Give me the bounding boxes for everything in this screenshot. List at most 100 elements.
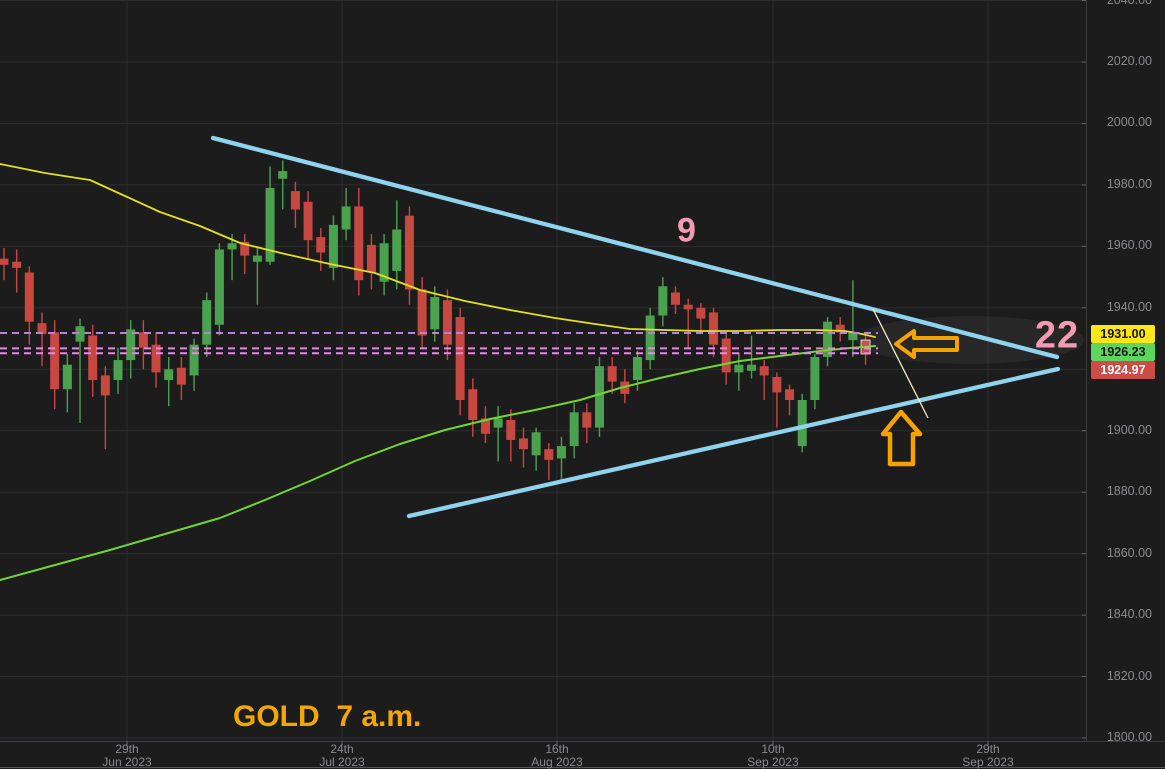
- candle-down[interactable]: [176, 367, 186, 385]
- upper-trendline[interactable]: [210, 135, 1060, 360]
- candle-up[interactable]: [252, 255, 262, 262]
- candle-down[interactable]: [785, 389, 795, 401]
- candle-down[interactable]: [518, 438, 528, 450]
- wave-label-22[interactable]: 22: [1034, 314, 1080, 357]
- candle-up[interactable]: [747, 364, 757, 371]
- candle-up[interactable]: [189, 344, 199, 376]
- candle-down[interactable]: [506, 419, 516, 440]
- projection-line[interactable]: [872, 308, 929, 419]
- candle-down[interactable]: [24, 272, 34, 322]
- green-ma-line[interactable]: [0, 345, 876, 581]
- candle-down[interactable]: [468, 389, 478, 420]
- candle-down[interactable]: [316, 237, 326, 253]
- price-tick-label: 1940.00: [1106, 299, 1152, 314]
- price-chip-last: 1924.97: [1091, 361, 1155, 379]
- left-arrow-icon[interactable]: [894, 329, 959, 359]
- price-tick-label: 2000.00: [1106, 115, 1152, 130]
- price-tick-label: 1880.00: [1106, 484, 1152, 499]
- candle-down[interactable]: [696, 307, 706, 319]
- candle-up[interactable]: [278, 171, 288, 179]
- price-tick-label: 2020.00: [1106, 54, 1152, 68]
- candle-up[interactable]: [75, 326, 85, 342]
- candle-down[interactable]: [544, 449, 554, 460]
- chart-caption[interactable]: GOLD 7 a.m. Thursday: [233, 604, 421, 769]
- candle-up[interactable]: [341, 206, 351, 230]
- candle-up[interactable]: [594, 366, 604, 428]
- candle-down[interactable]: [582, 412, 592, 428]
- yellow-ma-line[interactable]: [0, 163, 876, 338]
- price-tick-label: 2040.00: [1107, 0, 1152, 7]
- candle-down[interactable]: [88, 335, 98, 381]
- candle-down[interactable]: [683, 304, 693, 310]
- candle-up[interactable]: [531, 432, 541, 456]
- price-tick-label: 1860.00: [1106, 545, 1152, 560]
- candle-up[interactable]: [493, 418, 503, 428]
- candle-up[interactable]: [227, 243, 237, 250]
- candle-down[interactable]: [0, 258, 9, 265]
- time-tick-label: 24th Jul 2023: [319, 742, 365, 769]
- lower-trendline[interactable]: [406, 366, 1061, 519]
- candle-up[interactable]: [164, 369, 174, 381]
- time-tick-label: 16th Aug 2023: [531, 742, 583, 769]
- candle-down[interactable]: [138, 332, 148, 348]
- price-tick-label: 1980.00: [1106, 176, 1152, 191]
- candle-down[interactable]: [442, 300, 452, 345]
- candle-up[interactable]: [379, 243, 389, 282]
- candle-down[interactable]: [50, 332, 60, 390]
- price-chip-yellow-ma: 1931.00: [1091, 325, 1155, 343]
- candle-up[interactable]: [556, 446, 566, 459]
- candle-down[interactable]: [354, 206, 364, 281]
- candle-down[interactable]: [404, 215, 414, 290]
- candle-up[interactable]: [126, 329, 136, 361]
- candle-up[interactable]: [810, 356, 820, 401]
- candle-down[interactable]: [37, 323, 47, 334]
- candle-down[interactable]: [759, 366, 769, 376]
- candle-down[interactable]: [772, 376, 782, 393]
- candle-down[interactable]: [721, 338, 731, 373]
- candle-up[interactable]: [430, 297, 440, 330]
- price-tick-label: 1900.00: [1106, 422, 1152, 437]
- time-tick-label: 29th Sep 2023: [962, 742, 1014, 769]
- candle-down[interactable]: [671, 292, 681, 305]
- candle-down[interactable]: [12, 261, 22, 268]
- price-scale[interactable]: 2040.00 2020.00 2000.00 1980.00 1960.00 1940.…: [1086, 0, 1165, 744]
- candle-up[interactable]: [392, 229, 402, 271]
- candle-up[interactable]: [265, 187, 275, 262]
- candle-down[interactable]: [366, 244, 376, 273]
- candle-up[interactable]: [202, 300, 212, 345]
- candle-down[interactable]: [303, 201, 313, 241]
- candle-down[interactable]: [290, 191, 300, 210]
- candle-up[interactable]: [645, 315, 655, 361]
- candle-down[interactable]: [240, 241, 250, 256]
- candle-up[interactable]: [797, 400, 807, 447]
- candle-up[interactable]: [569, 412, 579, 447]
- candle-up[interactable]: [658, 286, 668, 316]
- candle-down[interactable]: [455, 317, 465, 401]
- candle-down[interactable]: [151, 344, 161, 373]
- candle-down[interactable]: [417, 289, 427, 336]
- candle-up[interactable]: [113, 360, 123, 381]
- candle-up[interactable]: [214, 249, 224, 325]
- time-tick-label: 29th Jun 2023: [102, 742, 152, 769]
- up-arrow-icon[interactable]: [880, 409, 923, 467]
- candle-down[interactable]: [835, 324, 845, 333]
- candle-down[interactable]: [709, 312, 719, 345]
- chart-caption-line1: GOLD 7 a.m.: [233, 700, 422, 733]
- candle-up[interactable]: [62, 364, 72, 390]
- candle-up[interactable]: [823, 321, 833, 357]
- price-tick-label: 1820.00: [1106, 668, 1152, 683]
- time-scale[interactable]: 29th Jun 2023 24th Jul 2023 16th Aug 2023 10th…: [0, 741, 1165, 769]
- candle-up[interactable]: [848, 332, 858, 341]
- candle-up[interactable]: [328, 224, 338, 268]
- candle-down[interactable]: [480, 418, 490, 434]
- price-chip-green-ma: 1926.23: [1091, 343, 1155, 361]
- time-tick-label: 10th Sep 2023: [747, 742, 799, 769]
- candle-up[interactable]: [633, 356, 642, 381]
- wave-label-9[interactable]: 9: [677, 211, 697, 250]
- candle-down[interactable]: [100, 375, 110, 396]
- price-tick-label: 1800.00: [1106, 730, 1152, 744]
- candle-up[interactable]: [734, 364, 744, 373]
- candle-down[interactable]: [607, 366, 617, 382]
